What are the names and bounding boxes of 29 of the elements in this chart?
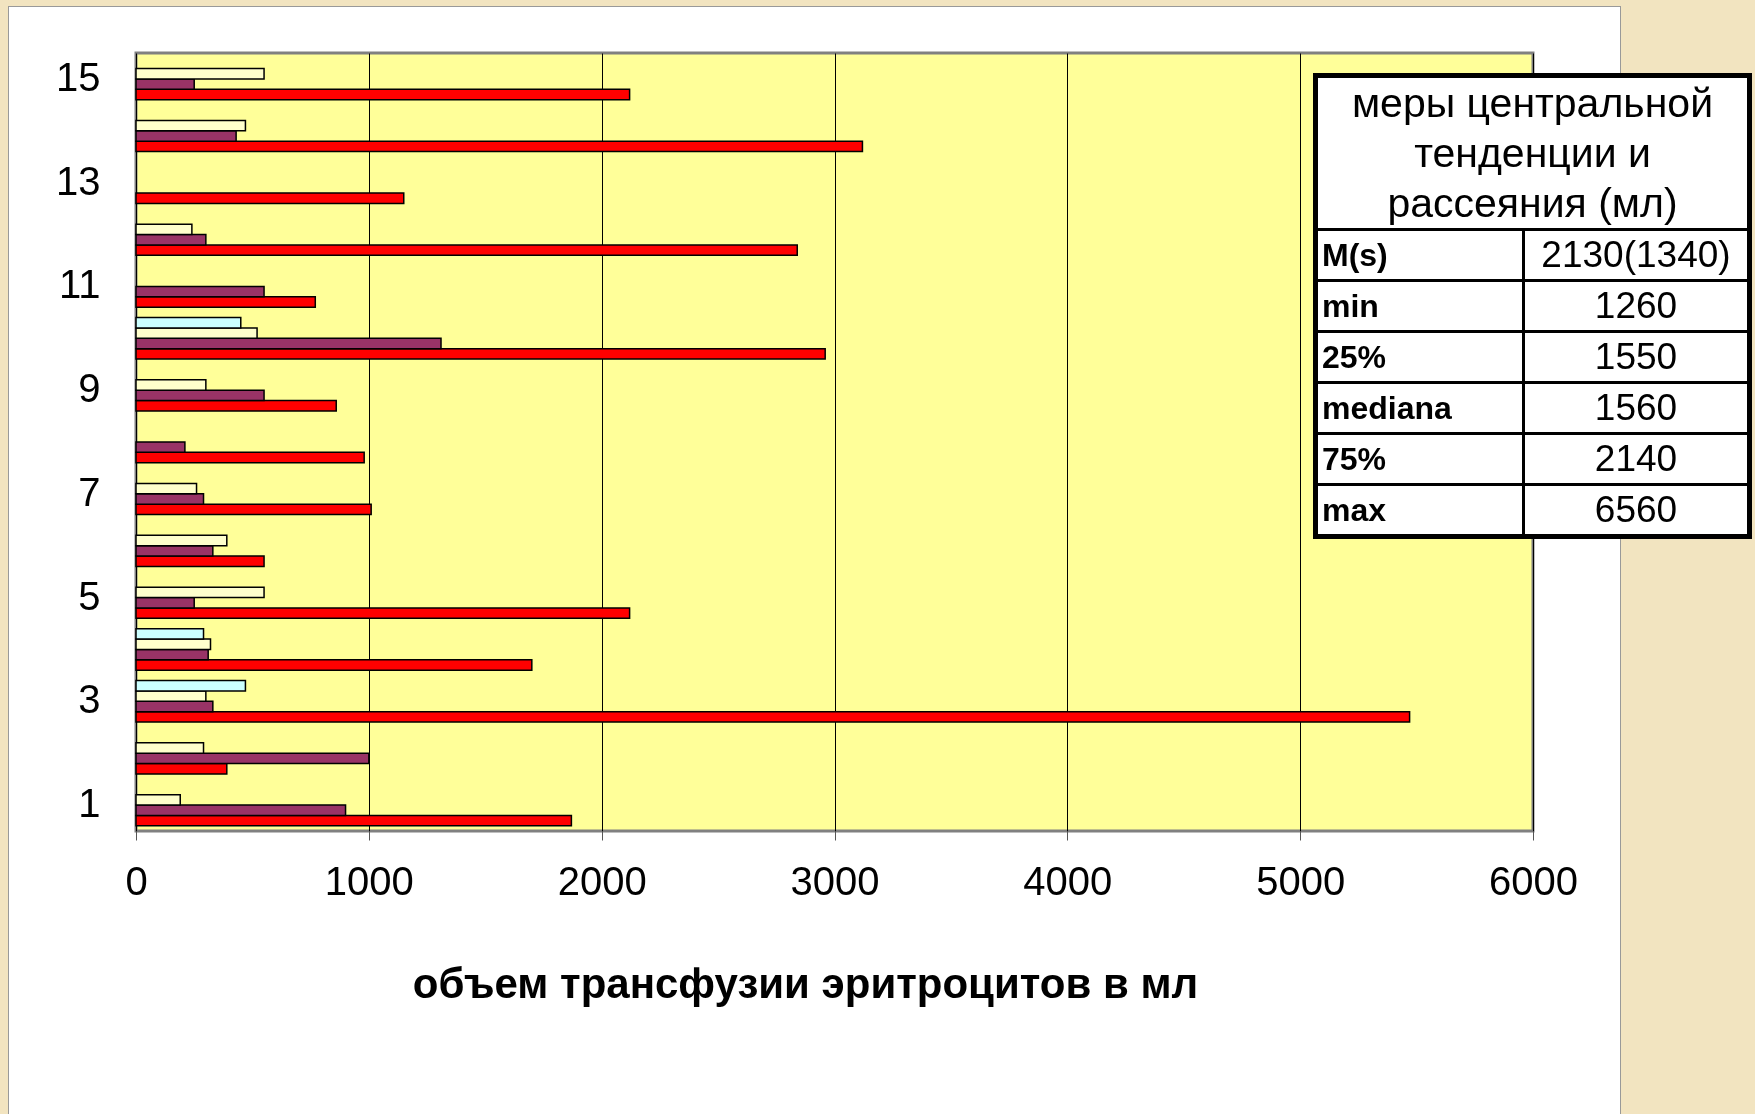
text: 2130(1340) <box>1541 234 1731 275</box>
y-tick-label: 13 <box>56 158 101 203</box>
y-tick-label: 1 <box>78 781 101 826</box>
x-tick-label: 4000 <box>1023 858 1113 903</box>
y-tick-label: 3 <box>78 677 101 722</box>
annotation: 75% <box>1315 433 1524 485</box>
x-axis-title: объем трансфузии эритроцитов в мл <box>412 959 1199 1007</box>
x-tick-label: 1000 <box>324 858 414 903</box>
annotation: 25% <box>1315 331 1524 383</box>
x-tick-label: 6000 <box>1489 858 1578 903</box>
y-tick-label: 15 <box>56 54 101 99</box>
x-tick-label: 2000 <box>557 858 647 903</box>
text: 1550 <box>1594 336 1678 377</box>
text: 1560 <box>1594 387 1678 428</box>
annotation: max <box>1315 484 1524 537</box>
y-tick-label: 9 <box>78 366 101 411</box>
text: 6560 <box>1594 489 1678 530</box>
annotation: меры центральной тенденции и рассеяния (мл) <box>1315 75 1750 230</box>
x-tick-label: 0 <box>125 858 148 903</box>
y-tick-label: 5 <box>78 573 101 618</box>
x-tick-label: 5000 <box>1256 858 1346 903</box>
annotation: mediana <box>1315 382 1524 434</box>
text: 1260 <box>1594 285 1678 326</box>
y-tick-label: 11 <box>58 262 101 307</box>
annotation: min <box>1315 280 1524 332</box>
x-tick-label: 3000 <box>790 858 880 903</box>
annotation: M(s) <box>1315 229 1524 281</box>
y-tick-label: 7 <box>78 469 101 514</box>
text: 2140 <box>1594 438 1678 479</box>
